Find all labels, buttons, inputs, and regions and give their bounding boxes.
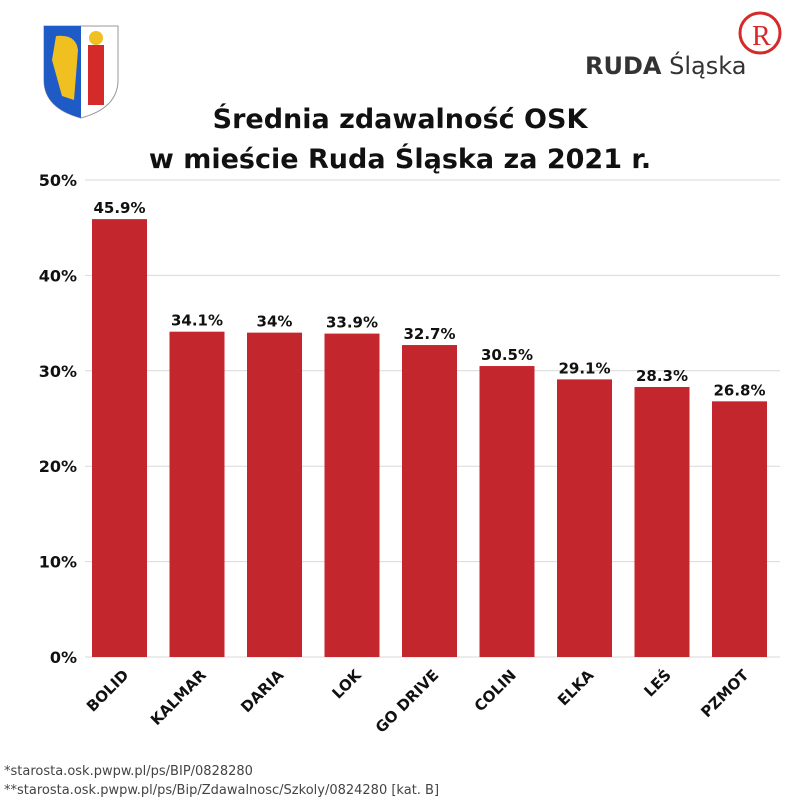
data-label: 32.7% (403, 325, 455, 343)
x-tick-label: BOLID (83, 666, 132, 715)
bar (634, 387, 690, 657)
chart-title-line2: w mieście Ruda Śląska za 2021 r. (148, 144, 652, 175)
brand-regular: Śląska (669, 52, 747, 80)
x-tick-label: ELKA (554, 666, 597, 709)
x-tick-label: GO DRIVE (372, 666, 443, 737)
bar (247, 332, 302, 657)
y-tick-label: 40% (39, 266, 77, 285)
bar (324, 333, 380, 657)
brand-bold: RUDA (585, 52, 662, 80)
x-tick-label: KALMAR (147, 666, 210, 729)
bar (557, 379, 612, 657)
x-tick-label: PZMOT (697, 666, 753, 722)
footnote-1: *starosta.osk.pwpw.pl/ps/BIP/0828280 (4, 764, 253, 779)
x-tick-label: LOK (328, 665, 365, 702)
x-tick-label: LEŚ (640, 665, 675, 700)
bar (402, 345, 457, 657)
ruda-slaska-logo: R (738, 11, 782, 55)
y-tick-label: 50% (39, 171, 77, 190)
footnotes: *starosta.osk.pwpw.pl/ps/BIP/0828280 **s… (4, 762, 439, 800)
y-tick-label: 30% (39, 362, 77, 381)
y-tick-label: 20% (39, 457, 77, 476)
coat-of-arms-logo (43, 25, 119, 119)
bar (92, 219, 147, 657)
data-label: 45.9% (93, 199, 145, 217)
data-label: 29.1% (558, 359, 610, 377)
footnote-2: **starosta.osk.pwpw.pl/ps/Bip/Zdawalnosc… (4, 783, 440, 798)
svg-text:R: R (752, 21, 771, 52)
bar (479, 366, 535, 657)
data-label: 34.1% (171, 312, 223, 330)
y-tick-label: 0% (50, 648, 77, 667)
data-label: 30.5% (481, 346, 533, 364)
chart-title-line1: Średnia zdawalność OSK (212, 104, 588, 135)
bar (169, 331, 225, 657)
data-label: 28.3% (636, 367, 688, 385)
x-tick-label: DARIA (237, 666, 287, 716)
bar (712, 401, 767, 657)
x-tick-label: COLIN (471, 666, 520, 715)
y-tick-label: 10% (39, 553, 77, 572)
data-label: 33.9% (326, 314, 378, 332)
data-label: 26.8% (713, 381, 765, 399)
brand-text: RUDA Śląska (585, 52, 746, 80)
data-label: 34% (257, 313, 293, 331)
